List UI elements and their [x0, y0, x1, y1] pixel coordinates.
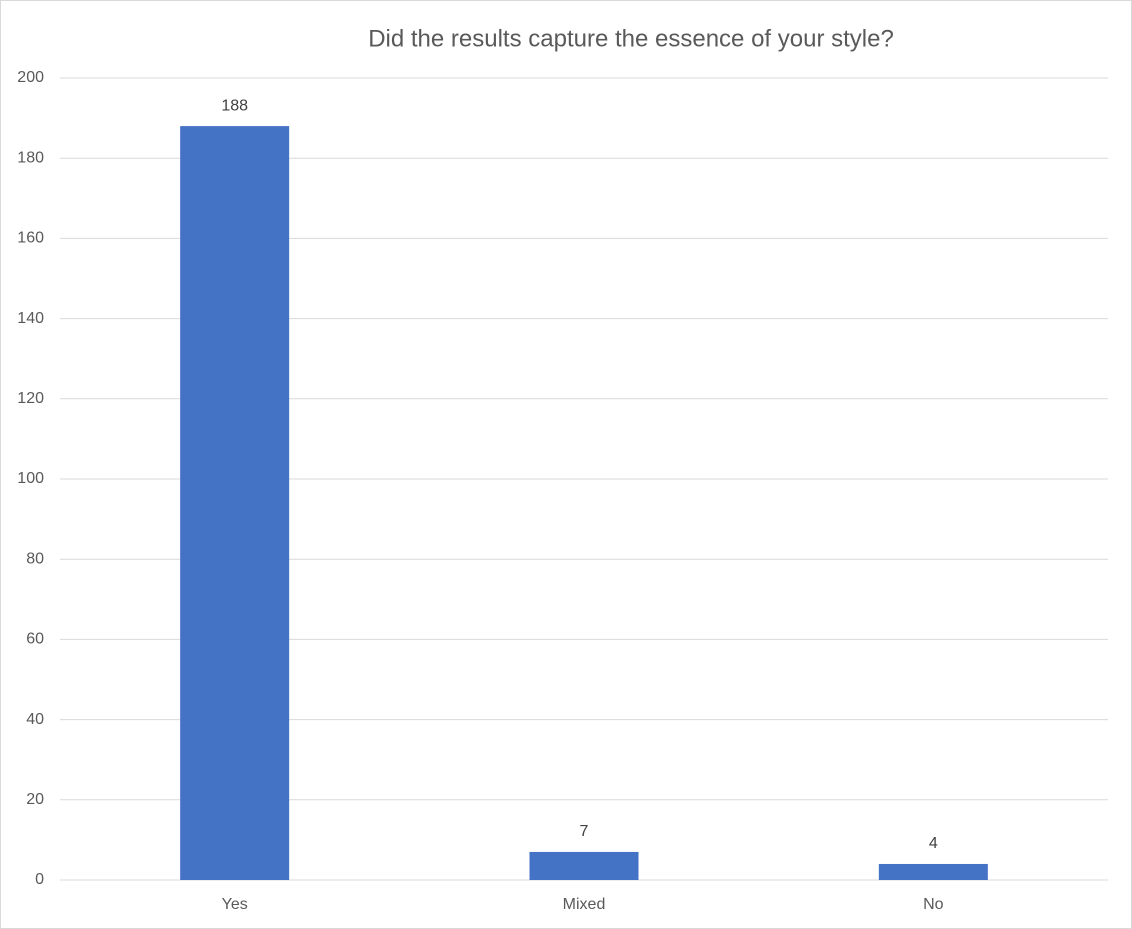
bar: [878, 863, 988, 880]
y-tick-label: 20: [26, 791, 44, 808]
y-tick-label: 0: [35, 871, 44, 888]
y-tick-label: 180: [17, 149, 44, 166]
bar: [180, 126, 290, 881]
y-tick-label: 200: [17, 69, 44, 86]
y-tick-label: 120: [17, 390, 44, 407]
x-tick-label: Yes: [222, 896, 248, 913]
y-tick-label: 160: [17, 230, 44, 247]
x-tick-label: No: [923, 896, 944, 913]
chart-title: Did the results capture the essence of y…: [368, 25, 894, 52]
y-tick-label: 40: [26, 711, 44, 728]
data-label: 188: [221, 97, 248, 114]
bar: [529, 851, 639, 880]
y-tick-label: 100: [17, 470, 44, 487]
data-label: 4: [929, 835, 938, 852]
y-tick-label: 80: [26, 550, 44, 567]
y-tick-label: 140: [17, 310, 44, 327]
x-tick-label: Mixed: [563, 896, 606, 913]
data-label: 7: [580, 823, 589, 840]
y-tick-label: 60: [26, 631, 44, 648]
